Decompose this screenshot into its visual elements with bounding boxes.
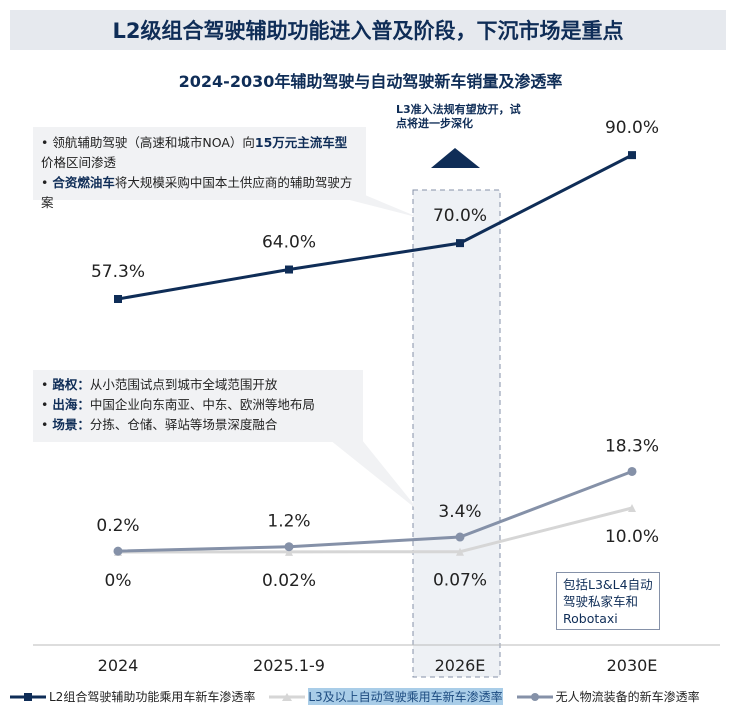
data-label: 90.0% [605, 118, 659, 138]
x-tick-label: 2026E [435, 656, 486, 675]
data-label: 3.4% [438, 502, 481, 522]
data-point [285, 265, 293, 274]
legend-item-l3: L3及以上自动驾驶乘用车新车渗透率 [269, 688, 503, 705]
data-point [628, 151, 636, 160]
l3-note: L3准入法规有望放开，试点将进一步深化 [396, 103, 521, 130]
callout1-pointer [330, 195, 420, 218]
data-label: 57.3% [91, 262, 145, 282]
data-label: 0.07% [433, 571, 487, 591]
data-point [113, 546, 123, 556]
series-line [117, 470, 633, 553]
x-tick-label: 2024 [98, 656, 139, 675]
data-label: 0.2% [96, 516, 139, 536]
data-label: 18.3% [605, 436, 659, 456]
data-point [455, 532, 465, 542]
data-point [284, 542, 294, 552]
legend-item-logistics: 无人物流装备的新车渗透率 [516, 688, 700, 705]
highlight-box-2026 [412, 189, 501, 678]
note-l3l4-box: 包括L3&L4自动驾驶私家车和Robotaxi [556, 572, 660, 630]
data-label: 70.0% [433, 206, 487, 226]
data-point [285, 547, 293, 556]
x-tick-label: 2030E [607, 656, 658, 675]
callout2-pointer [330, 440, 420, 512]
data-label: 1.2% [267, 512, 310, 532]
series-line [117, 153, 633, 301]
callout-logistics: • 路权：从小范围试点到城市全域范围开放 • 出海：中国企业向东南亚、中东、欧洲… [33, 370, 363, 442]
data-point [114, 295, 122, 303]
data-point [456, 239, 464, 248]
chart-title: 2024-2030年辅助驾驶与自动驾驶新车销量及渗透率 [178, 72, 563, 91]
up-arrow-icon [431, 148, 480, 168]
data-point [456, 547, 464, 556]
x-tick-label: 2025.1-9 [253, 656, 325, 675]
data-label: 10.0% [605, 527, 659, 547]
data-label: 64.0% [262, 233, 316, 253]
data-point [628, 504, 636, 512]
banner-title: L2级组合驾驶辅助功能进入普及阶段，下沉市场是重点 [10, 10, 726, 50]
legend: L2组合驾驶辅助功能乘用车新车渗透率 L3及以上自动驾驶乘用车新车渗透率 无人物… [10, 688, 700, 705]
data-label: 0% [105, 571, 132, 591]
data-point [627, 466, 637, 476]
series-line [117, 506, 633, 554]
legend-item-l2: L2组合驾驶辅助功能乘用车新车渗透率 [10, 688, 255, 705]
data-label: 0.02% [262, 571, 316, 591]
callout-l2: • 领航辅助驾驶（高速和城市NOA）向15万元主流车型价格区间渗透 • 合资燃油… [33, 127, 366, 210]
